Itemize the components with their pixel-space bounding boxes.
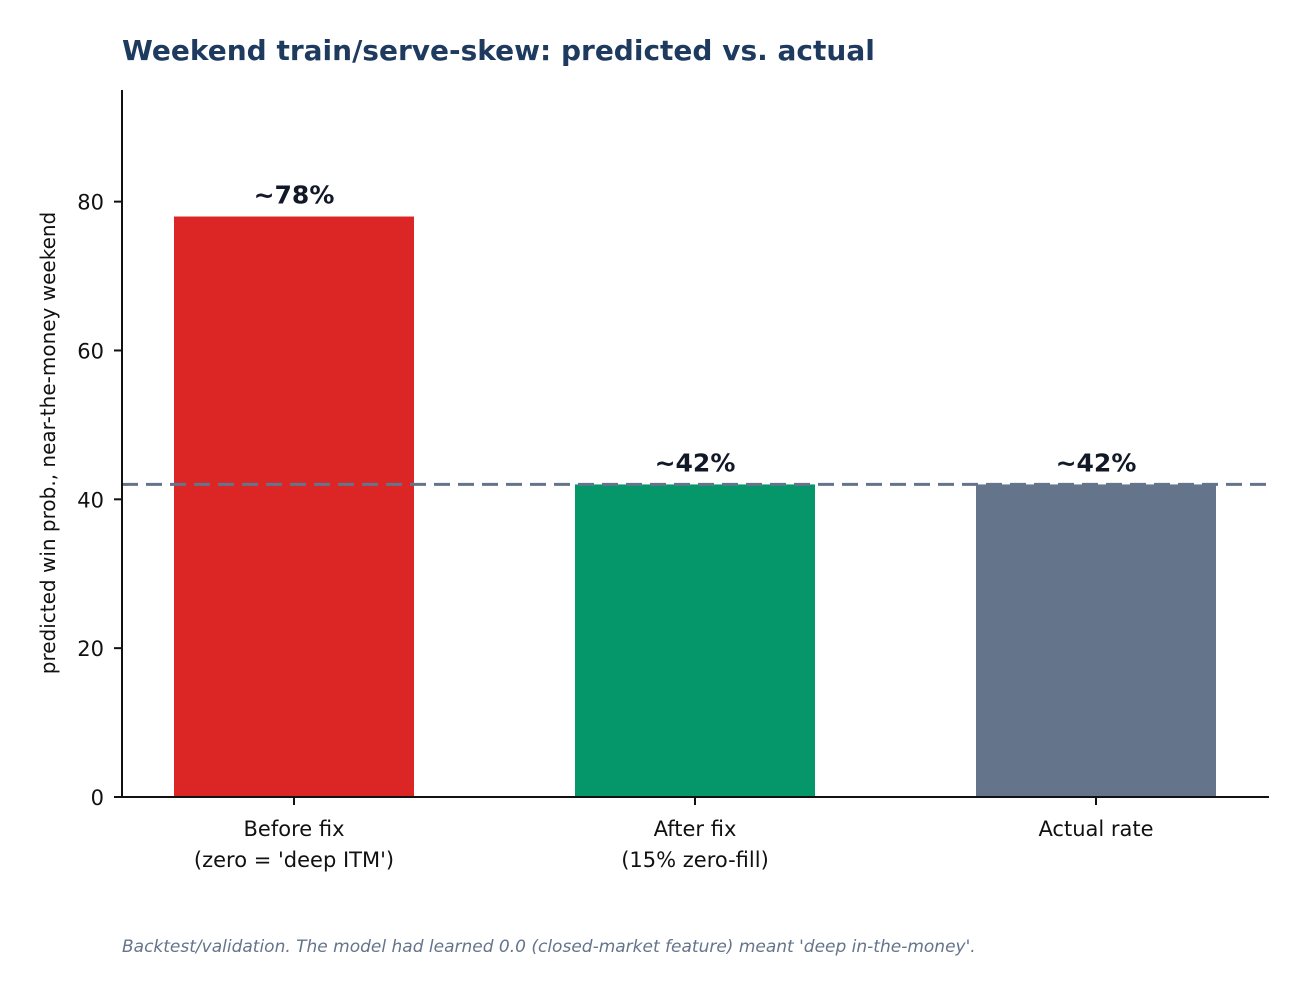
plot-area: ~78% ~42% ~42% 0 20 40 60 80 Before fix (zero = '… bbox=[77, 90, 1269, 872]
value-label-1: ~78% bbox=[254, 181, 335, 210]
value-label-2: ~42% bbox=[655, 448, 736, 477]
y-tick-label: 0 bbox=[91, 786, 104, 810]
x-tick-label-3: Actual rate bbox=[1038, 817, 1153, 841]
x-tick-label-line: (15% zero-fill) bbox=[621, 848, 769, 872]
y-tick-label: 60 bbox=[77, 339, 104, 363]
y-tick-label: 20 bbox=[77, 637, 104, 661]
x-tick-label-1: Before fix (zero = 'deep ITM') bbox=[194, 817, 394, 872]
x-tick-label-line: Before fix bbox=[244, 817, 345, 841]
chart-title: Weekend train/serve-skew: predicted vs. … bbox=[122, 34, 875, 67]
x-tick-label-2: After fix (15% zero-fill) bbox=[621, 817, 769, 872]
y-tick-label: 80 bbox=[77, 191, 104, 215]
y-tick-label: 40 bbox=[77, 488, 104, 512]
x-tick-label-line: Actual rate bbox=[1038, 817, 1153, 841]
footnote: Backtest/validation. The model had learn… bbox=[122, 937, 976, 957]
bar-1 bbox=[174, 216, 414, 797]
x-tick-label-line: After fix bbox=[654, 817, 737, 841]
value-label-3: ~42% bbox=[1056, 448, 1137, 477]
x-tick-label-line: (zero = 'deep ITM') bbox=[194, 848, 394, 872]
bar-2 bbox=[575, 484, 815, 797]
bar-3 bbox=[976, 484, 1216, 797]
y-axis-label: predicted win prob., near-the-money week… bbox=[36, 212, 60, 675]
